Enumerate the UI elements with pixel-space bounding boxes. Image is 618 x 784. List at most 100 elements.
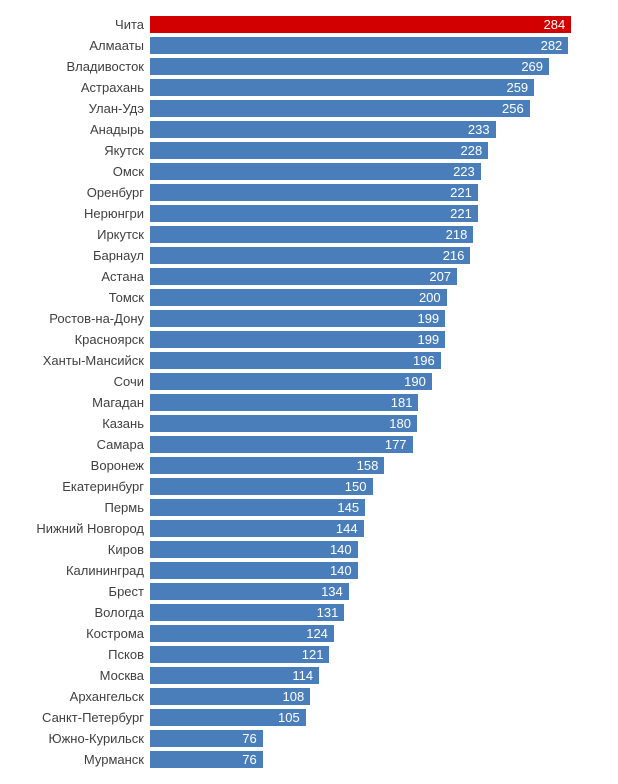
bar-row: Оренбург221 — [0, 182, 618, 203]
bar-row: Алмааты282 — [0, 35, 618, 56]
bar-value: 131 — [317, 605, 339, 620]
bar-value: 216 — [443, 248, 465, 263]
bar: 124 — [150, 625, 334, 642]
bar-track: 259 — [150, 77, 618, 98]
bar-track: 221 — [150, 182, 618, 203]
bar-track: 221 — [150, 203, 618, 224]
bar-value: 282 — [541, 38, 563, 53]
bar-value: 207 — [429, 269, 451, 284]
category-label: Вологда — [0, 605, 150, 620]
bar-track: 256 — [150, 98, 618, 119]
bar-row: Якутск 228 — [0, 140, 618, 161]
bar: 196 — [150, 352, 441, 369]
bar-value: 134 — [321, 584, 343, 599]
bar: 284 — [150, 16, 571, 33]
bar-row: Ростов-на-Дону199 — [0, 308, 618, 329]
category-label: Астана — [0, 269, 150, 284]
bar-value: 180 — [389, 416, 411, 431]
bar-value: 181 — [391, 395, 413, 410]
bar: 207 — [150, 268, 457, 285]
category-label: Брест — [0, 584, 150, 599]
bar: 216 — [150, 247, 470, 264]
bar-value: 140 — [330, 563, 352, 578]
bar: 256 — [150, 100, 530, 117]
bar-row: Астрахань259 — [0, 77, 618, 98]
bar-row: Красноярск199 — [0, 329, 618, 350]
bar: 108 — [150, 688, 310, 705]
bar-track: 199 — [150, 329, 618, 350]
bar: 121 — [150, 646, 329, 663]
category-label: Кострома — [0, 626, 150, 641]
horizontal-bar-chart: Чита284Алмааты282Владивосток269Астрахань… — [0, 0, 618, 784]
bar-row: Санкт-Петербург 105 — [0, 707, 618, 728]
bar-row: Архангельск108 — [0, 686, 618, 707]
bar-value: 114 — [292, 668, 313, 683]
bar-track: 200 — [150, 287, 618, 308]
category-label: Пермь — [0, 500, 150, 515]
category-label: Сочи — [0, 374, 150, 389]
bar-row: Чита284 — [0, 14, 618, 35]
bar-track: 228 — [150, 140, 618, 161]
bar-track: 282 — [150, 35, 618, 56]
bar-track: 140 — [150, 539, 618, 560]
category-label: Южно-Курильск — [0, 731, 150, 746]
bar-value: 221 — [450, 206, 472, 221]
bar-track: 180 — [150, 413, 618, 434]
bar-track: 223 — [150, 161, 618, 182]
bar-value: 76 — [242, 731, 256, 746]
bar-track: 140 — [150, 560, 618, 581]
bar: 144 — [150, 520, 364, 537]
bar-track: 269 — [150, 56, 618, 77]
category-label: Ростов-на-Дону — [0, 311, 150, 326]
bar-value: 145 — [337, 500, 359, 515]
bar-track: 144 — [150, 518, 618, 539]
category-label: Нерюнгри — [0, 206, 150, 221]
bar-value: 199 — [417, 332, 439, 347]
bar: 158 — [150, 457, 384, 474]
bar-track: 158 — [150, 455, 618, 476]
bar-row: Владивосток269 — [0, 56, 618, 77]
bar-row: Кострома124 — [0, 623, 618, 644]
bar-value: 150 — [345, 479, 367, 494]
category-label: Якутск — [0, 143, 150, 158]
bar-track: 76 — [150, 749, 618, 770]
bar-row: Барнаул 216 — [0, 245, 618, 266]
bar: 228 — [150, 142, 488, 159]
bar-track: 134 — [150, 581, 618, 602]
category-label: Омск — [0, 164, 150, 179]
bar-value: 105 — [278, 710, 300, 725]
bar-row: Южно-Курильск 76 — [0, 728, 618, 749]
category-label: Барнаул — [0, 248, 150, 263]
bar-row: Мурманск76 — [0, 749, 618, 770]
bar-row: Анадырь233 — [0, 119, 618, 140]
bar-row: Вологда 131 — [0, 602, 618, 623]
category-label: Ханты-Мансийск — [0, 353, 150, 368]
bar-track: 105 — [150, 707, 618, 728]
bar-row: Казань180 — [0, 413, 618, 434]
bar-track: 124 — [150, 623, 618, 644]
bar: 180 — [150, 415, 417, 432]
bar-value: 140 — [330, 542, 352, 557]
bar: 200 — [150, 289, 447, 306]
bar-row: Псков121 — [0, 644, 618, 665]
bar-track: 190 — [150, 371, 618, 392]
category-label: Санкт-Петербург — [0, 710, 150, 725]
category-label: Калининград — [0, 563, 150, 578]
bar: 199 — [150, 310, 445, 327]
bar-value: 221 — [450, 185, 472, 200]
category-label: Владивосток — [0, 59, 150, 74]
category-label: Псков — [0, 647, 150, 662]
bar-value: 228 — [460, 143, 482, 158]
bar-track: 284 — [150, 14, 618, 35]
bar: 218 — [150, 226, 473, 243]
category-label: Чита — [0, 17, 150, 32]
bar-value: 177 — [385, 437, 407, 452]
bar-track: 108 — [150, 686, 618, 707]
bar-track: 199 — [150, 308, 618, 329]
bar-track: 76 — [150, 728, 618, 749]
bar: 140 — [150, 562, 358, 579]
bar-track: 121 — [150, 644, 618, 665]
bar: 223 — [150, 163, 481, 180]
bar-row: Астана 207 — [0, 266, 618, 287]
bar: 114 — [150, 667, 319, 684]
